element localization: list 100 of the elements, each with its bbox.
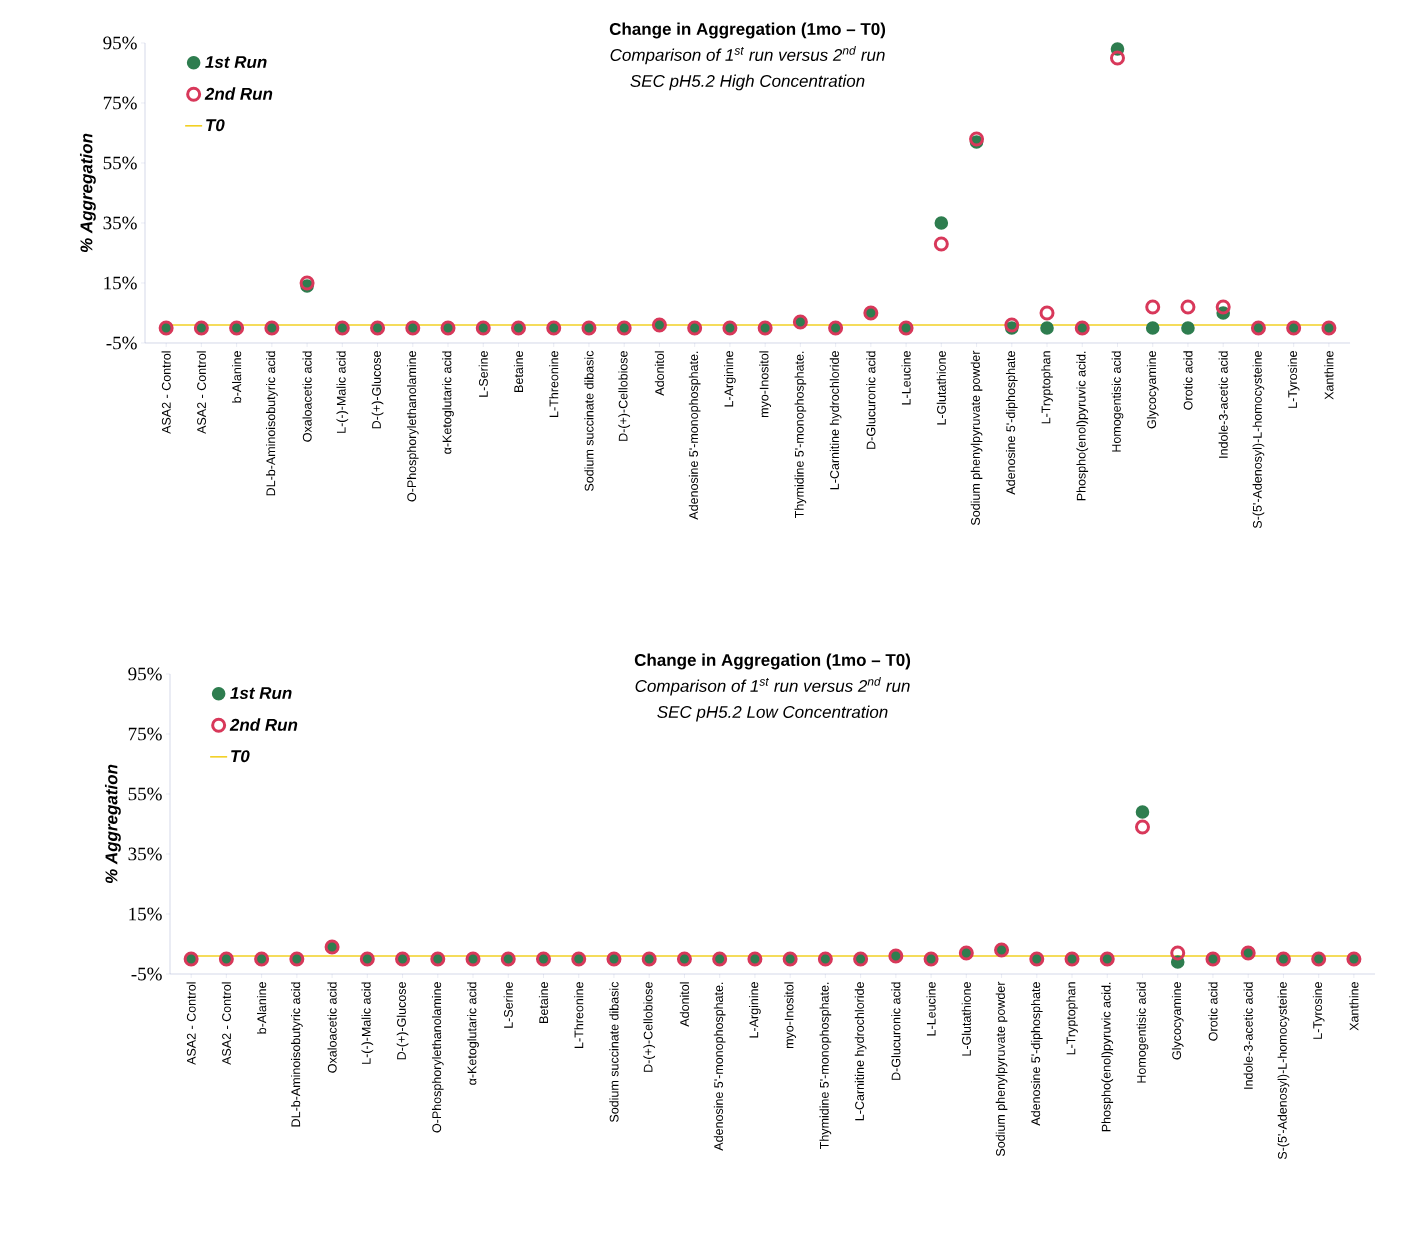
x-tick-label: D-(+)-Glucose — [396, 982, 409, 1060]
y-axis-title: % Aggregation — [79, 133, 96, 253]
x-tick-label: DL-b-Aminoisobutyric acid — [266, 351, 278, 496]
x-tick-label: Adenosine 5'-monophosphate. — [688, 351, 701, 520]
y-tick-label: -5% — [106, 336, 137, 350]
point — [1135, 805, 1150, 819]
point — [1145, 321, 1160, 335]
x-tick-label: DL-b-Aminoisobutyric acid — [291, 982, 303, 1127]
legend-label: 2nd Run — [229, 718, 298, 731]
y-tick-label: 95% — [103, 36, 137, 50]
text: Comparison of 1$^{st}$ run versus 2$^{nd}$ run — [635, 676, 910, 696]
x-tick-label: Sodium phenylpyruvate powder — [995, 981, 1008, 1157]
chart-title: Change in Aggregation (1mo – T0) — [609, 22, 886, 39]
x-tick-label: Oxaloacetic acid — [327, 982, 337, 1073]
x-tick-label: ASA2 - Control — [221, 982, 231, 1065]
y-tick-label: 35% — [128, 847, 162, 861]
x-tick-label: L-Tryptophan — [1041, 351, 1053, 424]
x-tick-label: L-Carnitine hydrochloride — [854, 982, 867, 1121]
x-tick-label: Xanthine — [1324, 351, 1334, 400]
x-tick-label: L-Arginine — [724, 351, 736, 407]
x-tick-label: Glycocyamine — [1171, 982, 1184, 1060]
x-tick-label: L-(-)-Malic acid — [361, 982, 374, 1064]
point — [934, 216, 949, 230]
x-tick-label: L-Glutathione — [936, 351, 946, 425]
x-tick-label: L-(-)-Malic acid — [336, 351, 349, 433]
y-tick-label: 75% — [103, 96, 137, 110]
x-tick-label: Xanthine — [1349, 982, 1359, 1031]
x-tick-label: ASA2 - Control — [186, 982, 196, 1065]
x-tick-label: α-Ketoglutaric acid — [467, 982, 479, 1085]
x-tick-label: D-(+)-Glucose — [371, 351, 384, 429]
x-tick-label: Indole-3-acetic acid — [1243, 982, 1253, 1089]
x-tick-label: Oxaloacetic acid — [302, 351, 312, 442]
point — [1040, 321, 1054, 335]
point — [933, 236, 949, 252]
point — [1181, 321, 1195, 335]
x-tick-label: ASA2 - Control — [161, 351, 171, 434]
x-tick-label: L-Threonine — [574, 982, 584, 1048]
text: Comparison of 1$^{st}$ run versus 2$^{nd}$ run — [610, 45, 885, 65]
x-tick-label: L-Threonine — [549, 351, 559, 417]
x-tick-label: Adenosine 5'-diphosphate — [1005, 351, 1018, 495]
x-tick-label: L-Leucine — [926, 982, 936, 1036]
x-tick-label: myo-Inositol — [759, 351, 771, 418]
x-tick-label: Indole-3-acetic acid — [1218, 351, 1228, 458]
x-tick-label: Adenosine 5'-diphosphate — [1030, 982, 1043, 1126]
x-tick-label: O-Phosphorylethanolamine — [406, 351, 419, 502]
y-axis-title: % Aggregation — [104, 764, 121, 884]
x-tick-label: Thymidine 5'-monophosphate. — [794, 351, 807, 518]
x-tick-label: L-Glutathione — [961, 982, 971, 1056]
y-tick-label: 55% — [128, 787, 162, 801]
x-tick-label: b-Alanine — [232, 351, 242, 403]
point — [1145, 299, 1161, 315]
x-tick-label: Homogentisic acid — [1111, 351, 1124, 452]
y-tick-label: 55% — [103, 156, 137, 170]
x-tick-label: O-Phosphorylethanolamine — [431, 982, 444, 1133]
point — [969, 131, 985, 147]
x-tick-label: Betaine — [538, 982, 549, 1023]
x-tick-label: Homogentisic acid — [1136, 982, 1149, 1083]
x-tick-label: D-Glucuronic acid — [891, 982, 901, 1080]
x-tick-label: Glycocyamine — [1146, 351, 1159, 429]
point — [299, 275, 315, 291]
x-tick-label: myo-Inositol — [784, 982, 796, 1049]
legend-label: T0 — [231, 750, 250, 763]
x-tick-label: L-Tyrosine — [1287, 351, 1300, 408]
point — [1134, 819, 1150, 835]
y-tick-label: 15% — [129, 907, 162, 921]
x-tick-label: D-Glucuronic acid — [866, 351, 876, 449]
legend-label: 2nd Run — [204, 87, 273, 100]
annotation: SEC pH5.2 High Concentration — [630, 74, 865, 91]
y-tick-label: 95% — [128, 667, 162, 681]
x-tick-label: Sodium phenylpyruvate powder — [970, 350, 983, 526]
x-tick-label: S-(5'-Adenosyl)-L-homocysteine — [1277, 982, 1290, 1160]
y-tick-label: 15% — [104, 276, 137, 290]
point — [1039, 305, 1055, 321]
point — [1180, 299, 1196, 315]
x-tick-label: Adonitol — [654, 351, 665, 396]
x-tick-label: Thymidine 5'-monophosphate. — [819, 982, 832, 1149]
x-tick-label: D-(+)-Cellobiose — [643, 982, 656, 1072]
y-tick-label: 35% — [103, 216, 137, 230]
x-tick-label: Phospho(enol)pyruvic acid. — [1076, 351, 1089, 501]
x-tick-label: Phospho(enol)pyruvic acid. — [1101, 982, 1114, 1132]
x-tick-label: S-(5'-Adenosyl)-L-homocysteine — [1252, 351, 1265, 529]
x-tick-label: L-Leucine — [901, 351, 911, 405]
x-tick-label: b-Alanine — [257, 982, 267, 1034]
annotation: SEC pH5.2 Low Concentration — [657, 705, 888, 722]
y-tick-label: 75% — [128, 727, 162, 741]
x-tick-label: L-Tryptophan — [1066, 982, 1078, 1055]
point — [1215, 299, 1231, 315]
x-tick-label: ASA2 - Control — [196, 351, 206, 434]
legend-label: T0 — [206, 119, 225, 132]
x-tick-label: Sodium succinate dibasic — [584, 350, 594, 491]
y-tick-label: -5% — [131, 967, 162, 981]
x-tick-label: Adonitol — [679, 982, 690, 1027]
point — [1004, 317, 1020, 333]
x-tick-label: Sodium succinate dibasic — [609, 981, 619, 1122]
x-tick-label: L-Serine — [478, 351, 488, 397]
legend-label: 1st Run — [230, 687, 292, 700]
x-tick-label: Orotic acid — [1208, 982, 1218, 1041]
x-tick-label: L-Arginine — [749, 982, 761, 1038]
x-tick-label: α-Ketoglutaric acid — [442, 351, 454, 454]
x-tick-label: D-(+)-Cellobiose — [618, 351, 631, 441]
